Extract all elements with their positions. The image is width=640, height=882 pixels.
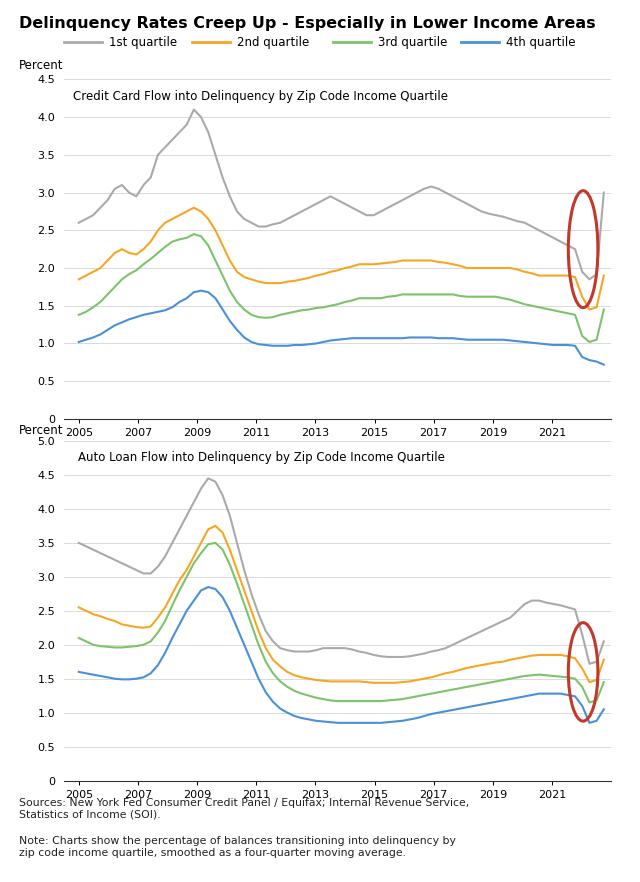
Text: Note: Charts show the percentage of balances transitioning into delinquency by
z: Note: Charts show the percentage of bala… xyxy=(19,836,456,857)
Text: 2nd quartile: 2nd quartile xyxy=(237,36,309,49)
Text: 4th quartile: 4th quartile xyxy=(506,36,575,49)
Text: Sources: New York Fed Consumer Credit Panel / Equifax; Internal Revenue Service,: Sources: New York Fed Consumer Credit Pa… xyxy=(19,798,470,819)
Text: Auto Loan Flow into Delinquency by Zip Code Income Quartile: Auto Loan Flow into Delinquency by Zip C… xyxy=(77,452,444,464)
Text: 1st quartile: 1st quartile xyxy=(109,36,177,49)
Text: Credit Card Flow into Delinquency by Zip Code Income Quartile: Credit Card Flow into Delinquency by Zip… xyxy=(74,90,449,102)
Text: Percent: Percent xyxy=(19,59,64,72)
Text: 3rd quartile: 3rd quartile xyxy=(378,36,447,49)
Text: Percent: Percent xyxy=(19,423,64,437)
Text: Delinquency Rates Creep Up - Especially in Lower Income Areas: Delinquency Rates Creep Up - Especially … xyxy=(19,16,596,31)
